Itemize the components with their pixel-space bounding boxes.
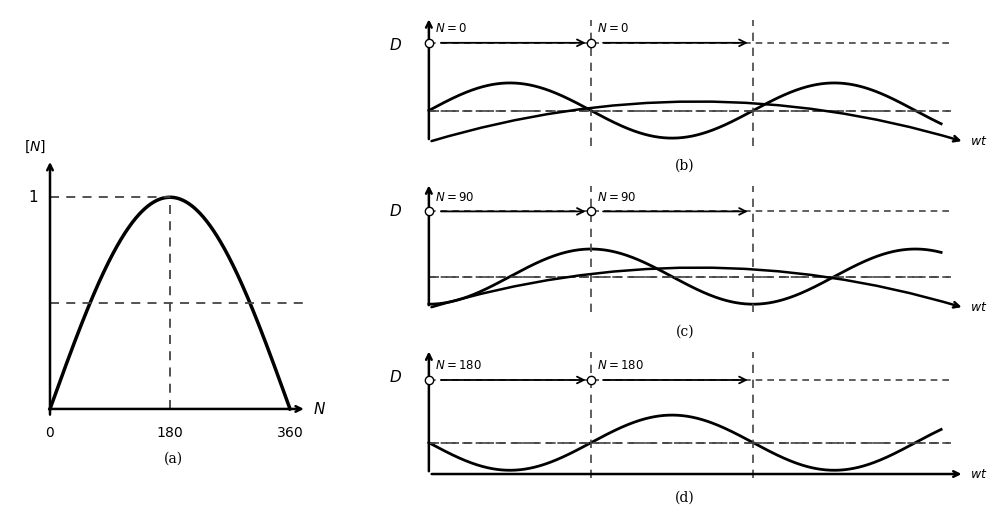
Text: (b): (b) [675,158,695,172]
Text: $N=90$: $N=90$ [435,191,474,204]
Text: (d): (d) [675,491,695,504]
Text: (a): (a) [164,451,183,466]
Text: $N=0$: $N=0$ [435,22,467,35]
Text: $N=90$: $N=90$ [597,191,637,204]
Text: $[N]$: $[N]$ [24,138,46,155]
Text: $1$: $1$ [28,189,38,205]
Text: $N$: $N$ [313,401,326,417]
Text: $N=180$: $N=180$ [435,359,482,373]
Text: $wt$: $wt$ [970,468,987,480]
Text: $N=0$: $N=0$ [597,22,629,35]
Text: (c): (c) [676,324,694,338]
Text: $wt$: $wt$ [970,301,987,314]
Text: $0$: $0$ [45,426,55,440]
Text: $180$: $180$ [156,426,184,440]
Text: $D$: $D$ [389,37,402,53]
Text: $D$: $D$ [389,369,402,385]
Text: $360$: $360$ [276,426,304,440]
Text: $wt$: $wt$ [970,135,987,148]
Text: $N=180$: $N=180$ [597,359,644,373]
Text: $D$: $D$ [389,203,402,219]
